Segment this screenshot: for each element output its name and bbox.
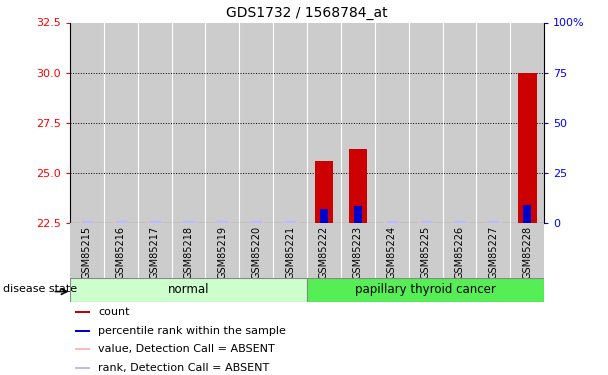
Bar <box>320 209 328 223</box>
Bar <box>240 22 273 223</box>
Bar <box>523 205 531 223</box>
Bar <box>75 367 90 369</box>
Text: GSM85228: GSM85228 <box>522 226 532 279</box>
Bar <box>273 22 307 223</box>
Text: GSM85217: GSM85217 <box>150 226 160 279</box>
Bar <box>104 223 137 278</box>
Bar <box>409 223 443 278</box>
Text: GSM85226: GSM85226 <box>454 226 465 279</box>
Bar <box>518 73 536 223</box>
Title: GDS1732 / 1568784_at: GDS1732 / 1568784_at <box>226 6 388 20</box>
Text: GSM85225: GSM85225 <box>421 226 430 279</box>
Text: GSM85227: GSM85227 <box>488 226 499 279</box>
Bar <box>477 22 510 223</box>
Bar <box>273 223 307 278</box>
Bar <box>137 22 171 223</box>
Bar <box>443 22 477 223</box>
Text: GSM85224: GSM85224 <box>387 226 397 279</box>
Bar <box>171 22 206 223</box>
Bar <box>307 22 341 223</box>
Bar <box>510 223 544 278</box>
Bar <box>171 223 206 278</box>
Bar <box>75 348 90 351</box>
Text: GSM85218: GSM85218 <box>184 226 193 279</box>
Bar <box>70 22 104 223</box>
Text: GSM85222: GSM85222 <box>319 226 329 279</box>
Text: count: count <box>98 307 130 317</box>
Text: normal: normal <box>168 283 209 296</box>
Text: GSM85216: GSM85216 <box>116 226 126 279</box>
Bar <box>206 22 240 223</box>
Bar <box>341 22 375 223</box>
Bar <box>307 278 544 302</box>
Bar <box>75 330 90 332</box>
Text: rank, Detection Call = ABSENT: rank, Detection Call = ABSENT <box>98 363 269 373</box>
Bar <box>307 223 341 278</box>
Bar <box>348 149 367 223</box>
Bar <box>137 223 171 278</box>
Text: GSM85220: GSM85220 <box>251 226 261 279</box>
Bar <box>104 22 137 223</box>
Text: GSM85223: GSM85223 <box>353 226 363 279</box>
Bar <box>477 223 510 278</box>
Text: papillary thyroid cancer: papillary thyroid cancer <box>355 283 496 296</box>
Bar <box>510 22 544 223</box>
Bar <box>375 22 409 223</box>
Bar <box>375 223 409 278</box>
Text: GSM85219: GSM85219 <box>217 226 227 279</box>
Bar <box>70 278 307 302</box>
Bar <box>354 206 362 223</box>
Bar <box>206 223 240 278</box>
Bar <box>315 161 333 223</box>
Bar <box>70 223 104 278</box>
Bar <box>75 311 90 314</box>
Bar <box>443 223 477 278</box>
Bar <box>409 22 443 223</box>
Bar <box>240 223 273 278</box>
Bar <box>341 223 375 278</box>
Text: percentile rank within the sample: percentile rank within the sample <box>98 326 286 336</box>
Text: disease state: disease state <box>3 285 77 294</box>
Text: GSM85215: GSM85215 <box>82 226 92 279</box>
Text: GSM85221: GSM85221 <box>285 226 295 279</box>
Text: value, Detection Call = ABSENT: value, Detection Call = ABSENT <box>98 344 275 354</box>
